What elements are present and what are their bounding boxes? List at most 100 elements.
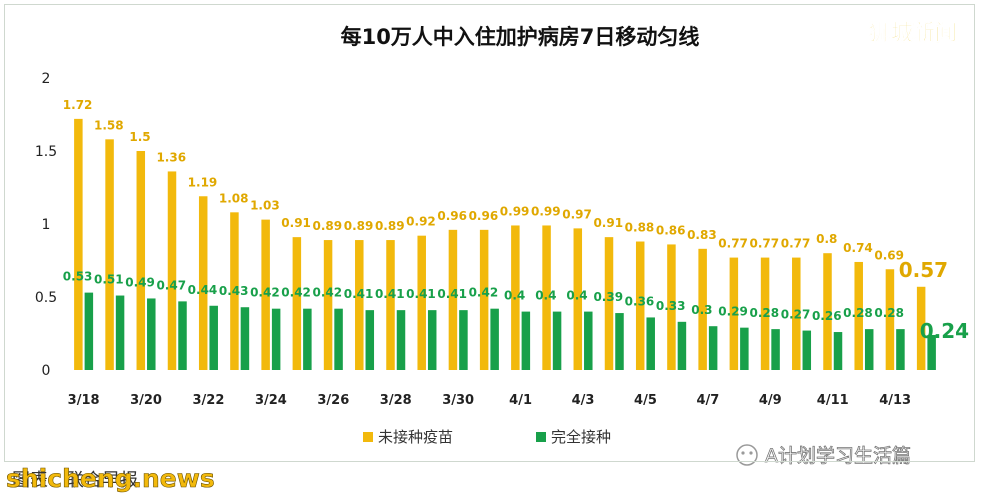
- value-label-vaccinated: 0.28: [750, 306, 780, 320]
- bar-vaccinated: [584, 311, 593, 370]
- bar-vaccinated: [271, 308, 281, 370]
- value-label-unvaccinated: 1.72: [63, 98, 93, 112]
- value-label-unvaccinated: 0.96: [437, 209, 467, 223]
- x-tick-label: 4/13: [879, 393, 911, 408]
- bar-unvaccinated: [105, 139, 114, 370]
- value-label-unvaccinated: 1.19: [188, 175, 218, 189]
- brand-logo: 狮城新闻: [869, 20, 957, 46]
- value-label-vaccinated: 0.26: [812, 309, 842, 323]
- bar-vaccinated: [334, 308, 343, 370]
- bar-unvaccinated: [760, 257, 770, 370]
- value-label-unvaccinated: 0.74: [843, 241, 873, 255]
- value-label-unvaccinated: 0.77: [781, 237, 811, 251]
- value-label-unvaccinated: 1.5: [129, 130, 150, 144]
- bar-vaccinated: [521, 311, 531, 370]
- value-label-vaccinated: 0.29: [718, 305, 748, 319]
- bar-unvaccinated: [355, 240, 364, 370]
- value-label-unvaccinated: 1.08: [219, 191, 249, 205]
- value-label-unvaccinated: 0.89: [313, 219, 343, 233]
- value-labels-group: 1.72 0.53 1.58 0.51 1.5 0.49 1.36 0.47 1.19 0.44 1…: [63, 98, 969, 343]
- bar-vaccinated: [459, 310, 468, 370]
- value-label-vaccinated: 0.28: [843, 306, 873, 320]
- value-label-vaccinated: 0.44: [188, 283, 218, 297]
- bar-vaccinated: [833, 332, 843, 370]
- x-tick-label: 3/18: [68, 393, 100, 408]
- bar-vaccinated: [490, 308, 499, 370]
- bar-unvaccinated: [885, 269, 895, 370]
- value-label-vaccinated: 0.53: [63, 270, 93, 284]
- bar-vaccinated: [802, 330, 812, 370]
- value-label-unvaccinated: 1.58: [94, 118, 124, 132]
- bar-unvaccinated: [74, 118, 83, 370]
- value-label-unvaccinated: 0.89: [375, 219, 405, 233]
- value-label-vaccinated: 0.41: [437, 287, 467, 301]
- x-axis: 3/18 3/20 3/22 3/24 3/26 3/28 3/30 4/1 4/3 4/5 4/7…: [68, 393, 911, 408]
- bar-unvaccinated: [198, 196, 208, 370]
- bar-unvaccinated: [573, 228, 583, 370]
- bar-vaccinated: [303, 308, 312, 370]
- legend: 未接种疫苗 完全接种: [363, 428, 611, 446]
- value-label-unvaccinated: 0.91: [593, 216, 623, 230]
- legend-label: 未接种疫苗: [378, 428, 453, 446]
- x-tick-label: 4/1: [509, 393, 532, 408]
- bar-unvaccinated: [698, 248, 707, 370]
- value-label-vaccinated: 0.3: [691, 303, 712, 317]
- value-label-unvaccinated: 0.97: [562, 207, 592, 221]
- value-label-vaccinated: 0.36: [625, 294, 655, 308]
- value-label-vaccinated: 0.41: [375, 287, 405, 301]
- y-tick-label: 0.5: [35, 290, 57, 306]
- y-tick-label: 1.5: [35, 144, 57, 160]
- bar-vaccinated: [240, 307, 250, 370]
- bar-vaccinated: [771, 329, 780, 370]
- value-label-unvaccinated: 0.77: [718, 237, 748, 251]
- bar-unvaccinated: [511, 225, 520, 370]
- value-label-unvaccinated: 0.83: [687, 228, 717, 242]
- bar-vaccinated: [552, 311, 562, 370]
- value-label-unvaccinated: 0.99: [500, 204, 530, 218]
- value-label-vaccinated: 0.51: [94, 273, 124, 287]
- value-label-vaccinated: 0.4: [535, 289, 556, 303]
- value-label-vaccinated: 0.42: [281, 286, 311, 300]
- value-label-unvaccinated: 0.88: [625, 221, 655, 235]
- y-tick-label: 2: [42, 71, 51, 87]
- bar-unvaccinated: [417, 235, 426, 370]
- legend-swatch: [363, 432, 373, 442]
- wechat-icon: [736, 444, 758, 466]
- x-tick-label: 4/7: [696, 393, 719, 408]
- value-label-vaccinated: 0.43: [219, 284, 249, 298]
- x-tick-label: 3/20: [130, 393, 162, 408]
- wechat-icon-eye-right: [749, 451, 753, 455]
- value-label-unvaccinated: 0.99: [531, 204, 561, 218]
- value-label-vaccinated: 0.41: [344, 287, 374, 301]
- x-tick-label: 4/5: [634, 393, 657, 408]
- bar-vaccinated: [615, 313, 624, 370]
- value-label-vaccinated: 0.4: [566, 289, 587, 303]
- value-label-vaccinated: 0.47: [156, 278, 186, 292]
- bar-unvaccinated: [448, 229, 458, 370]
- bar-unvaccinated: [854, 261, 863, 370]
- bar-vaccinated: [209, 305, 218, 370]
- bar-vaccinated: [896, 329, 905, 370]
- bar-vaccinated: [365, 310, 375, 370]
- bar-unvaccinated: [479, 229, 489, 370]
- bar-vaccinated: [677, 321, 687, 370]
- legend-swatch: [536, 432, 546, 442]
- value-label-vaccinated: 0.4: [504, 289, 525, 303]
- value-label-unvaccinated: 0.69: [874, 248, 904, 262]
- value-label-unvaccinated: 0.57: [899, 258, 948, 282]
- value-label-unvaccinated: 1.36: [156, 150, 186, 164]
- value-label-unvaccinated: 0.77: [750, 237, 780, 251]
- bar-vaccinated: [178, 301, 187, 370]
- value-label-unvaccinated: 0.89: [344, 219, 374, 233]
- value-label-unvaccinated: 0.91: [281, 216, 311, 230]
- bar-unvaccinated: [542, 225, 551, 370]
- x-tick-label: 4/9: [759, 393, 782, 408]
- value-label-unvaccinated: 1.03: [250, 199, 280, 213]
- value-label-vaccinated: 0.42: [469, 286, 499, 300]
- y-tick-label: 1: [42, 217, 51, 233]
- value-label-vaccinated: 0.49: [125, 275, 155, 289]
- value-label-vaccinated: 0.28: [874, 306, 904, 320]
- value-label-vaccinated: 0.42: [250, 286, 280, 300]
- value-label-unvaccinated: 0.96: [469, 209, 499, 223]
